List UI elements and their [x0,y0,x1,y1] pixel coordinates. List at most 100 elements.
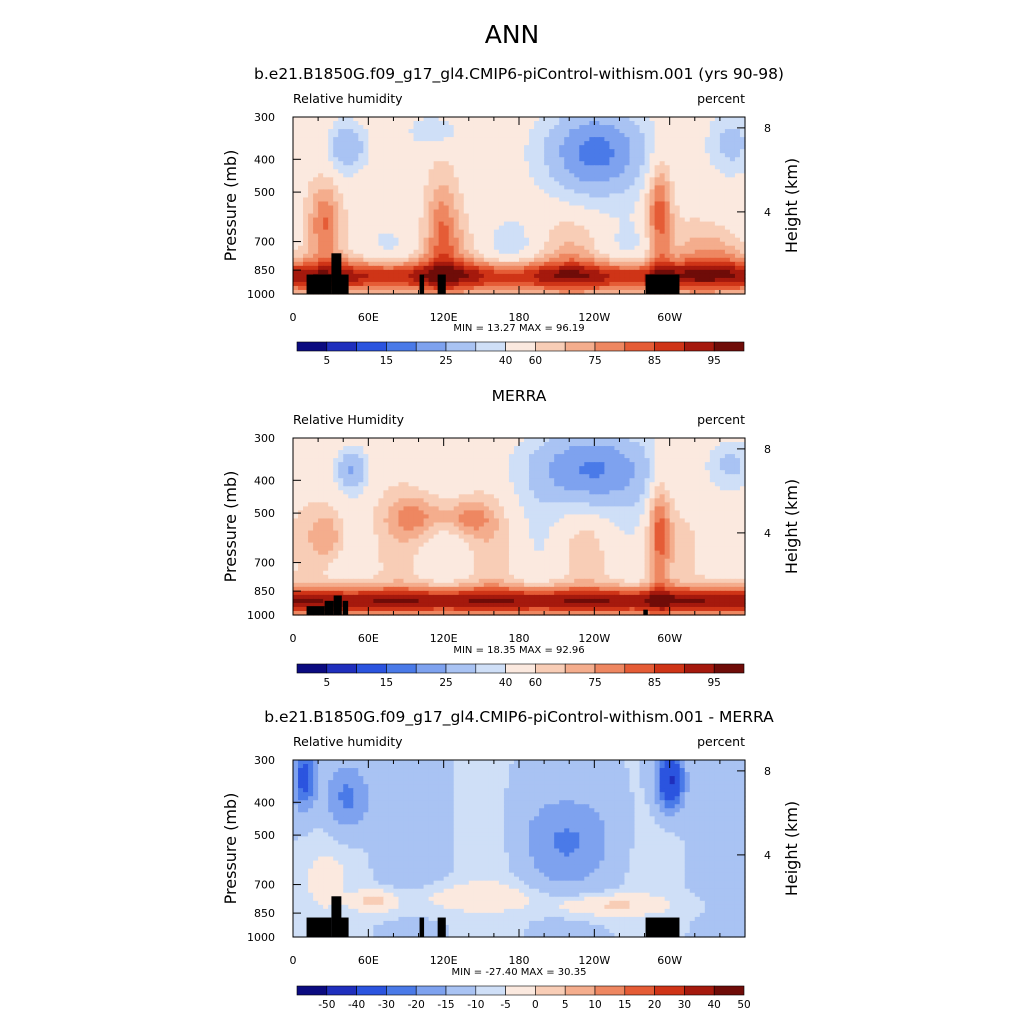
heatmap-cell [564,205,570,211]
heatmap-cell [438,253,445,259]
heatmap-cell [343,241,349,247]
heatmap-cell [539,137,545,142]
heatmap-cell [609,466,616,471]
heatmap-cell [524,165,530,170]
heatmap-cell [534,205,540,211]
heatmap-cell [498,442,505,447]
heatmap-cell [734,442,741,447]
heatmap-cell [584,185,590,191]
heatmap-cell [524,462,530,467]
heatmap-cell [689,241,696,247]
heatmap-cell [524,173,530,178]
heatmap-cell [594,261,600,267]
heatmap-cell [298,117,304,122]
heatmap-cell [353,277,359,283]
heatmap-cell [353,217,359,223]
heatmap-cell [473,245,480,251]
heatmap-cell [363,253,369,259]
heatmap-cell [669,121,676,126]
heatmap-cell [689,213,696,219]
heatmap-cell [438,225,445,231]
heatmap-cell [734,458,741,463]
heatmap-cell [709,117,716,122]
heatmap-cell [303,145,309,150]
heatmap-cell [739,233,746,239]
heatmap-cell [348,193,354,199]
heatmap-cell [368,129,374,134]
heatmap-cell [729,217,736,223]
heatmap-cell [373,201,379,207]
heatmap-cell [423,446,430,451]
heatmap-cell [559,205,565,211]
heatmap-cell [739,193,746,199]
heatmap-cell [423,129,430,134]
heatmap-cell [719,257,726,263]
heatmap-cell [363,462,369,467]
heatmap-cell [589,474,595,479]
heatmap-cell [398,125,405,130]
heatmap-cell [298,281,304,287]
heatmap-cell [614,474,621,479]
heatmap-cell [423,470,430,475]
heatmap-cell [524,253,530,259]
heatmap-cell [473,237,480,243]
heatmap-cell [488,233,495,239]
heatmap-cell [448,261,455,267]
heatmap-cell [388,229,395,235]
heatmap-cell [403,145,410,150]
heatmap-cell [388,201,395,207]
heatmap-cell [589,438,595,443]
heatmap-cell [574,141,580,146]
heatmap-cell [604,193,610,199]
heatmap-cell [554,177,560,182]
heatmap-cell [674,165,681,170]
heatmap-cell [579,153,585,158]
heatmap-cell [674,121,681,126]
heatmap-cell [298,121,304,126]
heatmap-cell [539,205,545,211]
heatmap-cell [488,153,495,158]
heatmap-cell [639,153,646,158]
heatmap-cell [463,450,470,455]
heatmap-cell [383,161,390,166]
heatmap-cell [519,121,525,126]
heatmap-cell [534,221,540,227]
heatmap-cell [734,177,741,182]
heatmap-cell [358,133,364,138]
heatmap-cell [619,133,626,138]
heatmap-cell [644,241,651,247]
heatmap-cell [699,213,706,219]
heatmap-cell [448,229,455,235]
heatmap-cell [478,153,485,158]
heatmap-cell [699,121,706,126]
heatmap-cell [569,257,575,263]
heatmap-cell [614,450,621,455]
heatmap-cell [493,193,500,199]
heatmap-cell [714,193,721,199]
heatmap-cell [664,165,671,170]
heatmap-cell [383,438,390,443]
heatmap-cell [684,141,691,146]
heatmap-cell [303,277,309,283]
heatmap-cell [584,157,590,162]
heatmap-cell [418,458,425,463]
heatmap-cell [574,249,580,255]
heatmap-cell [423,137,430,142]
heatmap-cell [458,209,465,215]
heatmap-cell [714,257,721,263]
heatmap-cell [594,137,600,142]
heatmap-cell [318,145,324,150]
heatmap-cell [649,193,656,199]
heatmap-cell [584,285,590,291]
heatmap-cell [689,157,696,162]
heatmap-cell [438,153,445,158]
heatmap-cell [639,121,646,126]
heatmap-cell [709,281,716,287]
heatmap-cell [298,129,304,134]
heatmap-cell [493,161,500,166]
heatmap-cell [423,177,430,182]
heatmap-cell [594,173,600,178]
heatmap-cell [433,225,440,231]
heatmap-cell [684,189,691,195]
heatmap-cell [704,217,711,223]
